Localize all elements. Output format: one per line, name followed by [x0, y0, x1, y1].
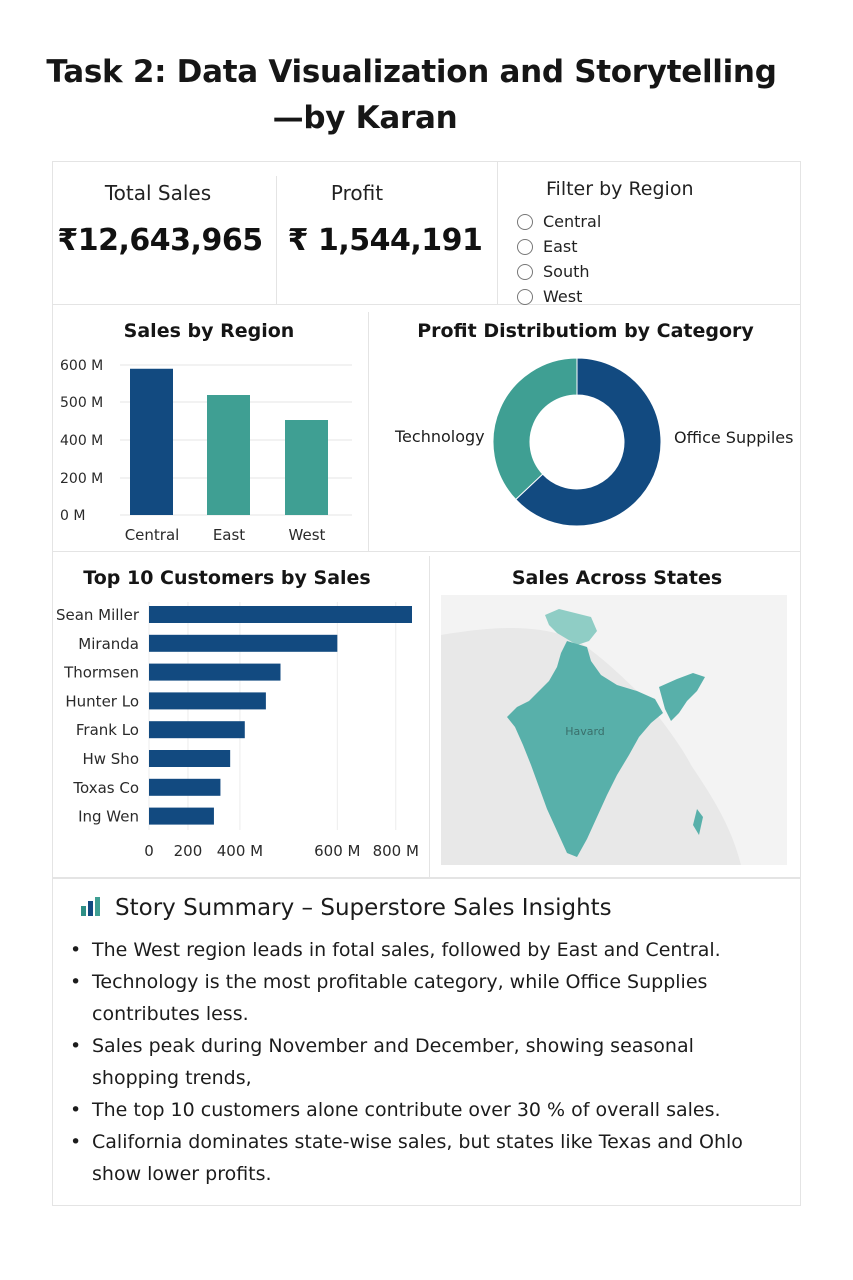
radio-option-east[interactable]: East [517, 234, 601, 259]
page-subtitle: —by Karan [272, 100, 458, 136]
bar [149, 807, 214, 825]
summary-bullet: Technology is the most profitable catego… [64, 966, 774, 1030]
radio-icon[interactable] [517, 263, 533, 280]
top-customers-title: Top 10 Customers by Sales [83, 567, 371, 589]
summary-bullet: California dominates state-wise sales, b… [64, 1126, 774, 1190]
divider [429, 556, 430, 878]
donut-slice [515, 357, 662, 527]
divider [497, 161, 498, 304]
divider [52, 304, 801, 305]
dashboard-frame [52, 161, 801, 878]
region-filter: Central East South West [517, 209, 601, 309]
profit-value: ₹ 1,544,191 [287, 223, 483, 258]
radio-icon[interactable] [517, 213, 533, 230]
x-tick-label: 400 M [217, 842, 263, 860]
bar [149, 634, 338, 652]
bar [149, 778, 221, 796]
divider [276, 176, 277, 304]
top-customers-chart: 0 200 400 M 600 M 800 M Sean Miller Miranda Tho… [56, 602, 419, 860]
map-region-north [545, 609, 597, 645]
bar [149, 721, 245, 739]
y-tick-label: Hunter Lo [65, 692, 139, 710]
summary-bullet: The top 10 customers alone contribute ov… [64, 1094, 774, 1126]
x-tick-label: 200 [174, 842, 203, 860]
x-tick-label: Central [125, 526, 180, 544]
radio-icon[interactable] [517, 288, 533, 305]
bar [207, 395, 250, 515]
bar [149, 692, 266, 710]
map-land-neighbor [441, 595, 787, 865]
x-tick-label: 0 [144, 842, 154, 860]
y-tick-label: 400 M [60, 433, 103, 449]
profit-label: Profit [330, 181, 384, 205]
x-tick-label: 800 M [373, 842, 419, 860]
page-title: Task 2: Data Visualization and Storytell… [46, 54, 777, 90]
total-sales-value: ₹12,643,965 [57, 223, 263, 258]
y-tick-label: 0 M [60, 508, 85, 524]
total-sales-label: Total Sales [104, 181, 212, 205]
summary-title: Story Summary – Superstore Sales Insight… [115, 895, 612, 921]
radio-icon[interactable] [517, 238, 533, 255]
divider [368, 312, 369, 551]
sales-map-title: Sales Across States [511, 567, 723, 589]
bar [149, 750, 231, 767]
y-tick-label: 200 M [60, 471, 103, 487]
radio-option-west[interactable]: West [517, 284, 601, 309]
summary-bullet: Sales peak during November and December,… [64, 1030, 774, 1094]
y-tick-label: Toxas Co [72, 779, 139, 797]
divider [52, 551, 801, 552]
donut-label-technology: Technology [394, 427, 485, 446]
radio-option-central[interactable]: Central [517, 209, 601, 234]
x-tick-label: 600 M [314, 842, 360, 860]
bar [285, 420, 328, 515]
map-region-northeast [659, 673, 705, 721]
summary-list: The West region leads in fotal sales, fo… [64, 934, 774, 1190]
filter-title: Filter by Region [546, 178, 694, 200]
donut-slice [492, 357, 578, 501]
summary-card [52, 878, 801, 1206]
sales-by-region-chart: 600 M 500 M 400 M 200 M 0 M Central East West [60, 358, 352, 544]
y-tick-label: Hw Sho [82, 750, 139, 768]
sales-map: Havard [441, 595, 787, 865]
y-tick-label: Sean Miller [56, 606, 140, 624]
y-tick-label: Ing Wen [78, 808, 139, 826]
sales-by-region-title: Sales by Region [123, 320, 295, 342]
y-tick-label: Frank Lo [76, 721, 139, 739]
bar [130, 368, 173, 515]
y-tick-label: 500 M [60, 395, 103, 411]
bar [149, 663, 281, 681]
bar [149, 606, 412, 623]
map-region-islands [693, 809, 703, 835]
map-label: Havard [565, 725, 605, 738]
y-tick-label: Miranda [78, 635, 139, 653]
radio-option-south[interactable]: South [517, 259, 601, 284]
x-tick-label: East [213, 526, 245, 544]
summary-bullet: The West region leads in fotal sales, fo… [64, 934, 774, 966]
x-tick-label: West [289, 526, 326, 544]
profit-distribution-title: Profit Distributiom by Category [417, 320, 754, 342]
map-region-india [507, 641, 663, 857]
y-tick-label: 600 M [60, 358, 103, 374]
y-tick-label: Thormsen [63, 664, 139, 682]
donut-label-office-supplies: Office Suppiles [674, 428, 793, 447]
profit-donut-chart: Technology Office Suppiles [394, 357, 793, 527]
chart-icon [80, 896, 102, 918]
